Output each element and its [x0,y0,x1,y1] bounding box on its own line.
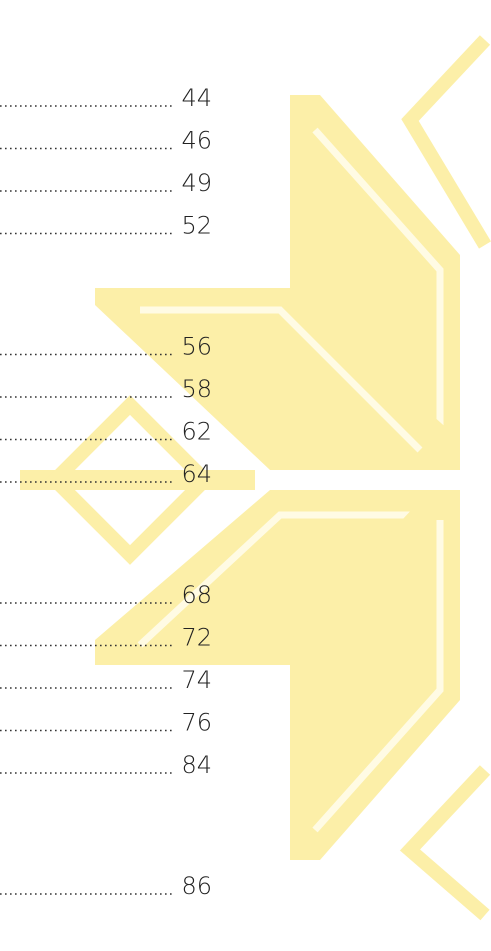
page-number: 49 [181,169,212,197]
page-number: 72 [181,624,212,652]
page-number: 58 [181,375,212,403]
page-number: 86 [181,872,212,900]
page-number: 64 [181,460,212,488]
toc-page: 44 46 49 52 56 58 62 64 68 72 74 76 84 86 [0,0,491,951]
page-number: 68 [181,581,212,609]
page-number: 56 [181,333,212,361]
page-number: 62 [181,418,212,446]
edge-diamond [410,770,485,915]
page-number: 76 [181,709,212,737]
page-number: 46 [181,127,212,155]
page-number: 52 [181,212,212,240]
page-number: 84 [181,751,212,779]
decoration [20,40,485,915]
page-number: 74 [181,666,212,694]
page-number: 44 [181,84,212,112]
toc: 44 46 49 52 56 58 62 64 68 72 74 76 84 86 [0,84,212,900]
